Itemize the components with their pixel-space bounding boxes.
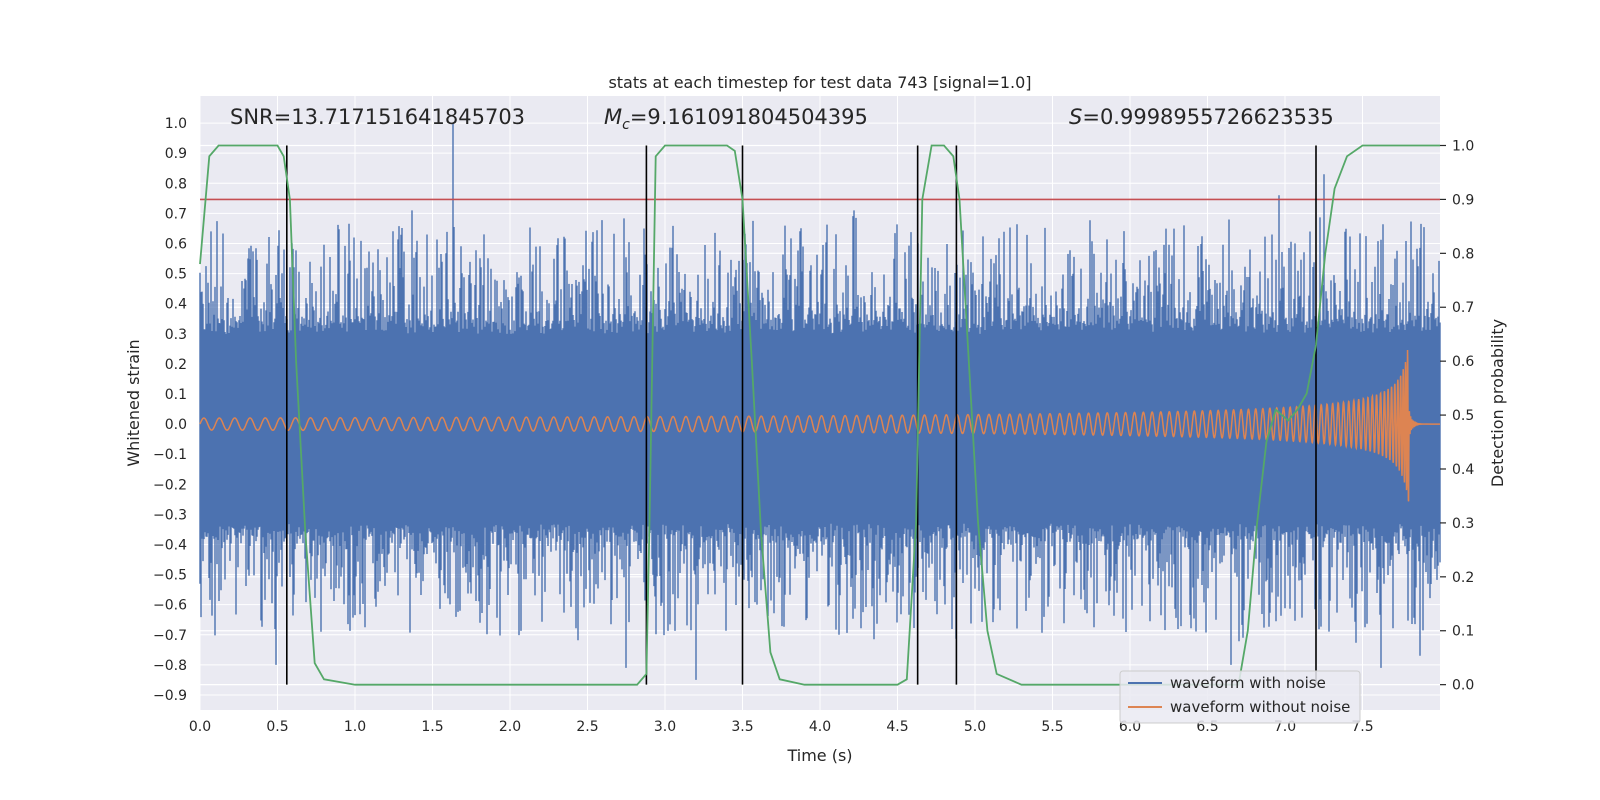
s-annotation: S=0.9998955726623535 [1069, 105, 1334, 129]
x-tick-label: 4.0 [809, 719, 831, 735]
snr-annotation: SNR=13.717151641845703 [230, 105, 525, 129]
chirp-mass-subscript: c [622, 117, 630, 133]
y2-tick-label: 0.8 [1452, 246, 1474, 262]
y-tick-label: 0.4 [165, 297, 187, 313]
y2-tick-label: 0.6 [1452, 354, 1474, 370]
x-tick-label: 4.5 [886, 719, 908, 735]
y-tick-label: 0.5 [165, 267, 187, 283]
chirp-mass-symbol: M [604, 105, 622, 129]
s-value: =0.9998955726623535 [1082, 105, 1333, 129]
chirp-mass-value: =9.161091804504395 [630, 105, 868, 129]
x-tick-label: 5.0 [964, 719, 986, 735]
chart-title: stats at each timestep for test data 743… [608, 73, 1031, 92]
chirp-mass-annotation: Mc=9.161091804504395 [604, 105, 868, 133]
y2-tick-label: 0.0 [1452, 678, 1474, 694]
y-tick-label: 0.7 [165, 206, 187, 222]
probability-line [199, 144, 1440, 686]
y-tick-label: 0.2 [165, 357, 187, 373]
y-tick-label: 0.8 [165, 176, 187, 192]
y2-tick-label: 0.2 [1452, 570, 1474, 586]
x-tick-label: 0.5 [266, 719, 288, 735]
x-tick-label: 1.0 [344, 719, 366, 735]
y-tick-label: 0.9 [165, 146, 187, 162]
x-tick-label: 2.0 [499, 719, 521, 735]
y2-tick-label: 0.4 [1452, 462, 1474, 478]
y-tick-label: −0.2 [153, 477, 187, 493]
clean-waveform-line [199, 349, 1440, 502]
y-tick-label: −0.8 [153, 658, 187, 674]
y2-tick-label: 0.7 [1452, 300, 1474, 316]
x-tick-label: 3.5 [731, 719, 753, 735]
y2-tick-label: 0.5 [1452, 408, 1474, 424]
y-tick-label: −0.9 [153, 688, 187, 704]
y-tick-label: 1.0 [165, 116, 187, 132]
probability-series [199, 144, 1440, 686]
y2-tick-label: 0.3 [1452, 516, 1474, 532]
legend-label-clean: waveform without noise [1170, 698, 1350, 716]
legend-box [1119, 670, 1361, 724]
y2-axis-label: Detection probability [1488, 319, 1507, 487]
y2-tick-label: 0.9 [1452, 192, 1474, 208]
x-tick-label: 1.5 [421, 719, 443, 735]
legend: waveform with noise waveform without noi… [1119, 670, 1361, 724]
y-tick-label: 0.6 [165, 236, 187, 252]
y-axis-label: Whitened strain [124, 339, 143, 466]
detection-vlines [285, 145, 1317, 685]
y-tick-label: 0.3 [165, 327, 187, 343]
y-tick-label: −0.5 [153, 568, 187, 584]
noisy-waveform-core [200, 348, 1440, 500]
y2-tick-label: 0.1 [1452, 624, 1474, 640]
s-symbol: S [1069, 105, 1082, 129]
y-tick-label: −0.4 [153, 537, 187, 553]
x-tick-label: 5.5 [1041, 719, 1063, 735]
y-tick-label: 0.0 [165, 417, 187, 433]
y-tick-label: −0.3 [153, 507, 187, 523]
y-tick-label: 0.1 [165, 387, 187, 403]
y-tick-label: −0.7 [153, 628, 187, 644]
x-tick-label: 3.0 [654, 719, 676, 735]
chirp-series [199, 349, 1440, 502]
legend-label-noise: waveform with noise [1170, 674, 1326, 692]
x-tick-label: 0.0 [189, 719, 211, 735]
y-tick-label: −0.1 [153, 447, 187, 463]
y-axis-ticks: −0.9 −0.8 −0.7 −0.6 −0.5 −0.4 −0.3 −0.2 −0.1 0.0 0… [153, 116, 187, 704]
x-tick-label: 2.5 [576, 719, 598, 735]
y-tick-label: −0.6 [153, 598, 187, 614]
y2-axis-ticks: 0.0 0.1 0.2 0.3 0.4 0.5 0.6 0.7 0.8 0.9 1.0 [1440, 138, 1474, 694]
noise-series [199, 123, 1441, 680]
x-axis-label: Time (s) [786, 746, 852, 765]
y2-tick-label: 1.0 [1452, 138, 1474, 154]
